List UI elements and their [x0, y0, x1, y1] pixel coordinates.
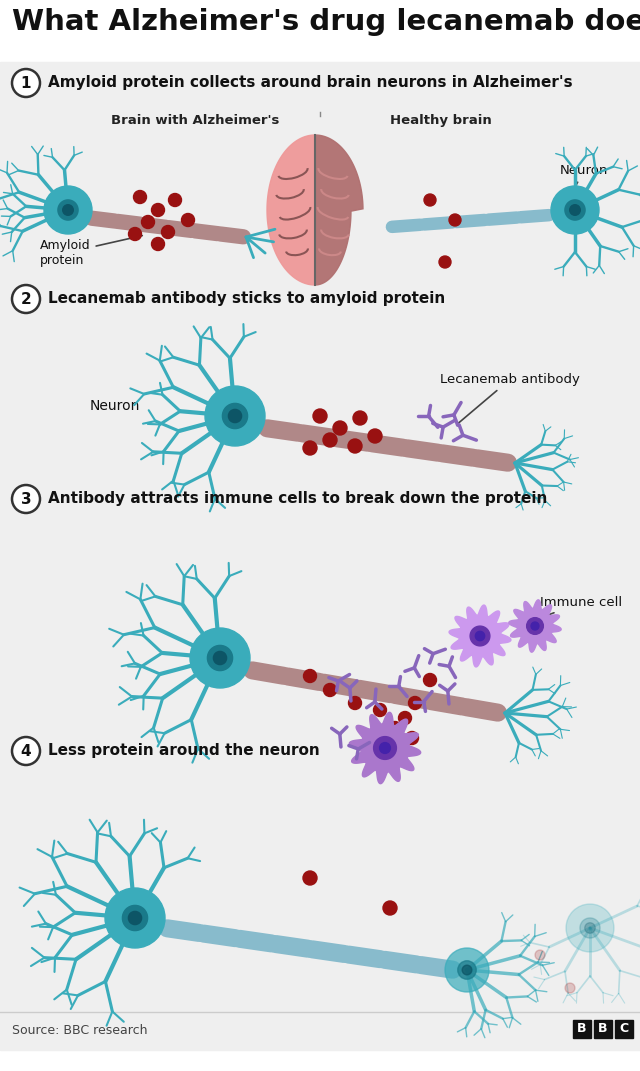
- Text: B: B: [577, 1023, 587, 1036]
- Text: B: B: [598, 1023, 608, 1036]
- Text: Less protein around the neuron: Less protein around the neuron: [48, 743, 320, 758]
- Circle shape: [424, 194, 436, 206]
- Circle shape: [58, 200, 78, 220]
- Circle shape: [551, 186, 599, 233]
- Bar: [0, 478, 640, 521]
- Circle shape: [388, 722, 401, 735]
- Text: Source: BBC research: Source: BBC research: [12, 1024, 147, 1037]
- Bar: [0, 104, 640, 312]
- Circle shape: [122, 905, 148, 931]
- Circle shape: [527, 618, 543, 634]
- Circle shape: [439, 256, 451, 268]
- Text: C: C: [620, 1023, 628, 1036]
- Circle shape: [380, 742, 390, 753]
- Circle shape: [303, 441, 317, 455]
- Circle shape: [152, 238, 164, 251]
- Circle shape: [535, 950, 545, 960]
- Text: Lecanemab antibody sticks to amyloid protein: Lecanemab antibody sticks to amyloid pro…: [48, 291, 445, 306]
- Circle shape: [182, 213, 195, 226]
- Text: 1: 1: [20, 75, 31, 91]
- Circle shape: [333, 421, 347, 435]
- Polygon shape: [349, 712, 420, 784]
- Circle shape: [190, 628, 250, 688]
- Circle shape: [470, 627, 490, 646]
- Text: Antibody attracts immune cells to break down the protein: Antibody attracts immune cells to break …: [48, 492, 547, 507]
- Circle shape: [348, 439, 362, 453]
- Circle shape: [63, 205, 73, 215]
- Bar: [594, 1020, 612, 1038]
- Circle shape: [161, 226, 175, 239]
- Polygon shape: [267, 135, 315, 285]
- Bar: [0, 730, 640, 772]
- Circle shape: [458, 961, 476, 979]
- Circle shape: [368, 429, 382, 443]
- Circle shape: [531, 622, 539, 630]
- Bar: [0, 772, 640, 1050]
- Circle shape: [323, 683, 337, 696]
- Circle shape: [570, 205, 580, 215]
- Circle shape: [44, 186, 92, 233]
- Bar: [615, 1020, 633, 1038]
- Circle shape: [303, 871, 317, 885]
- Circle shape: [383, 901, 397, 915]
- Circle shape: [129, 227, 141, 241]
- Circle shape: [12, 737, 40, 765]
- Circle shape: [228, 409, 242, 423]
- Circle shape: [565, 983, 575, 993]
- Circle shape: [374, 737, 396, 759]
- Polygon shape: [509, 600, 561, 652]
- Circle shape: [129, 911, 141, 924]
- Circle shape: [105, 888, 165, 948]
- Bar: [0, 62, 640, 104]
- Circle shape: [303, 669, 317, 682]
- Polygon shape: [449, 605, 511, 667]
- Circle shape: [565, 200, 585, 220]
- Circle shape: [445, 948, 489, 992]
- Circle shape: [223, 404, 248, 428]
- Bar: [0, 320, 640, 515]
- Circle shape: [168, 194, 182, 207]
- Circle shape: [313, 409, 327, 423]
- Bar: [573, 1020, 591, 1038]
- Circle shape: [353, 411, 367, 425]
- Circle shape: [424, 674, 436, 687]
- Text: Healthy brain: Healthy brain: [390, 114, 492, 127]
- Circle shape: [12, 69, 40, 97]
- Text: 3: 3: [20, 492, 31, 507]
- Circle shape: [207, 646, 232, 670]
- Bar: [0, 521, 640, 768]
- Text: Immune cell: Immune cell: [530, 595, 622, 622]
- Circle shape: [12, 485, 40, 513]
- Circle shape: [566, 904, 614, 952]
- Circle shape: [585, 923, 595, 933]
- Circle shape: [408, 696, 422, 709]
- Text: Neuron: Neuron: [560, 164, 609, 184]
- Bar: [0, 278, 640, 320]
- Circle shape: [374, 704, 387, 716]
- Circle shape: [152, 203, 164, 216]
- Text: Neuron: Neuron: [90, 399, 140, 413]
- Circle shape: [134, 191, 147, 203]
- Circle shape: [580, 918, 600, 938]
- Circle shape: [349, 696, 362, 709]
- Circle shape: [323, 433, 337, 447]
- Text: 2: 2: [20, 291, 31, 306]
- Text: Lecanemab antibody: Lecanemab antibody: [440, 373, 580, 424]
- Circle shape: [449, 214, 461, 226]
- Text: What Alzheimer's drug lecanemab does: What Alzheimer's drug lecanemab does: [12, 7, 640, 36]
- Circle shape: [399, 711, 412, 724]
- Circle shape: [213, 651, 227, 665]
- Circle shape: [141, 215, 154, 228]
- Text: Amyloid
protein: Amyloid protein: [40, 236, 142, 267]
- Text: 4: 4: [20, 743, 31, 758]
- Circle shape: [462, 965, 472, 975]
- Text: Brain with Alzheimer's: Brain with Alzheimer's: [111, 114, 279, 127]
- Polygon shape: [315, 135, 363, 285]
- Circle shape: [205, 386, 265, 446]
- Circle shape: [406, 731, 419, 744]
- Text: Amyloid protein collects around brain neurons in Alzheimer's: Amyloid protein collects around brain ne…: [48, 75, 573, 91]
- Circle shape: [12, 285, 40, 313]
- Circle shape: [476, 631, 484, 640]
